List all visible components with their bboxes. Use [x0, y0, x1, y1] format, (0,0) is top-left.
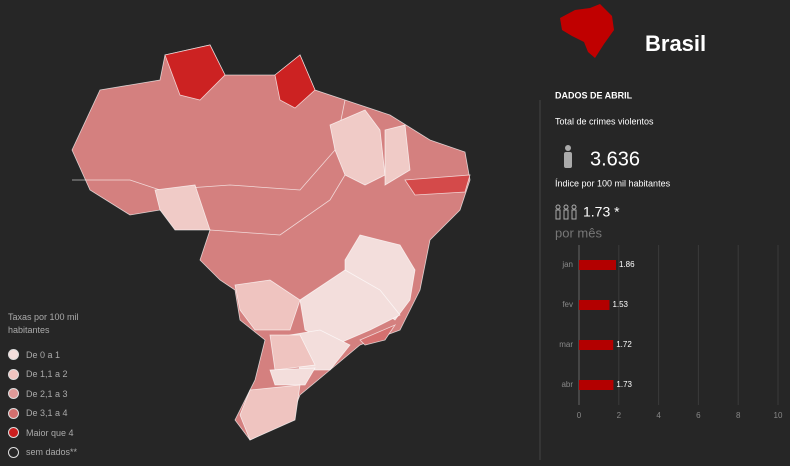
y-tick-label: jan: [561, 260, 573, 269]
total-value: 3.636: [590, 148, 640, 170]
y-tick-label: fev: [562, 300, 573, 309]
state: [164, 44, 226, 101]
y-tick-label: mar: [559, 340, 573, 349]
legend-label: sem dados**: [26, 447, 78, 458]
legend-item[interactable]: sem dados**: [8, 443, 108, 463]
state: [239, 384, 301, 441]
legend-label: De 1,1 a 2: [26, 369, 68, 380]
value-label: 1.72: [616, 340, 632, 349]
state: [154, 184, 211, 231]
legend-item[interactable]: Maior que 4: [8, 423, 108, 443]
people-icon: [555, 204, 577, 220]
legend-swatch: [8, 349, 19, 361]
legend-label: De 3,1 a 4: [26, 408, 68, 419]
legend-swatch: [8, 388, 19, 400]
bar-chart: 0 2 4 6 8 10 jan 1.86 fev 1.53 mar 1.72 abr 1.73: [559, 245, 783, 420]
x-tick-label: 0: [577, 411, 582, 420]
bar: [579, 380, 614, 390]
x-tick-label: 10: [774, 411, 783, 420]
state: [329, 109, 386, 186]
total-label: Total de crimes violentos: [555, 116, 654, 126]
y-tick-label: abr: [561, 380, 573, 389]
monthly-label: por mês: [555, 225, 602, 240]
value-label: 1.53: [612, 300, 628, 309]
legend-swatch: [8, 446, 19, 458]
map: [71, 44, 471, 441]
state-border: [209, 174, 346, 236]
legend-item[interactable]: De 0 a 1: [8, 345, 108, 365]
value-label: 1.86: [619, 260, 635, 269]
legend-swatch: [8, 427, 19, 439]
x-tick-label: 6: [696, 411, 701, 420]
state: [269, 334, 316, 371]
period: DADOS DE ABRIL: [555, 90, 633, 100]
legend-label: De 2,1 a 3: [26, 388, 68, 399]
legend-label: De 0 a 1: [26, 349, 61, 360]
state: [359, 324, 397, 346]
value-label: 1.73: [616, 380, 632, 389]
legend-item[interactable]: De 1,1 a 2: [8, 365, 108, 385]
legend-item[interactable]: De 2,1 a 3: [8, 384, 108, 404]
brazil-icon: [560, 4, 614, 58]
state: [269, 367, 316, 386]
state: [404, 174, 471, 196]
person-icon: [564, 145, 572, 168]
bar: [579, 300, 610, 310]
index-label: Índice por 100 mil habitantes: [555, 178, 671, 188]
state: [384, 124, 411, 186]
x-tick-label: 4: [656, 411, 661, 420]
legend: Taxas por 100 mil habitantes De 0 a 1 De …: [8, 311, 108, 462]
legend-swatch: [8, 368, 19, 380]
legend-label: Maior que 4: [26, 427, 74, 438]
legend-item[interactable]: De 3,1 a 4: [8, 404, 108, 424]
x-tick-label: 2: [617, 411, 622, 420]
brazil-outline: [71, 44, 471, 441]
index-value: 1.73 *: [583, 204, 620, 220]
state: [274, 54, 316, 109]
bar: [579, 260, 617, 270]
x-tick-label: 8: [736, 411, 741, 420]
legend-swatch: [8, 407, 19, 419]
title: Brasil: [645, 31, 706, 56]
bar: [579, 340, 614, 350]
legend-title: Taxas por 100 mil habitantes: [8, 312, 79, 335]
state: [234, 279, 301, 331]
